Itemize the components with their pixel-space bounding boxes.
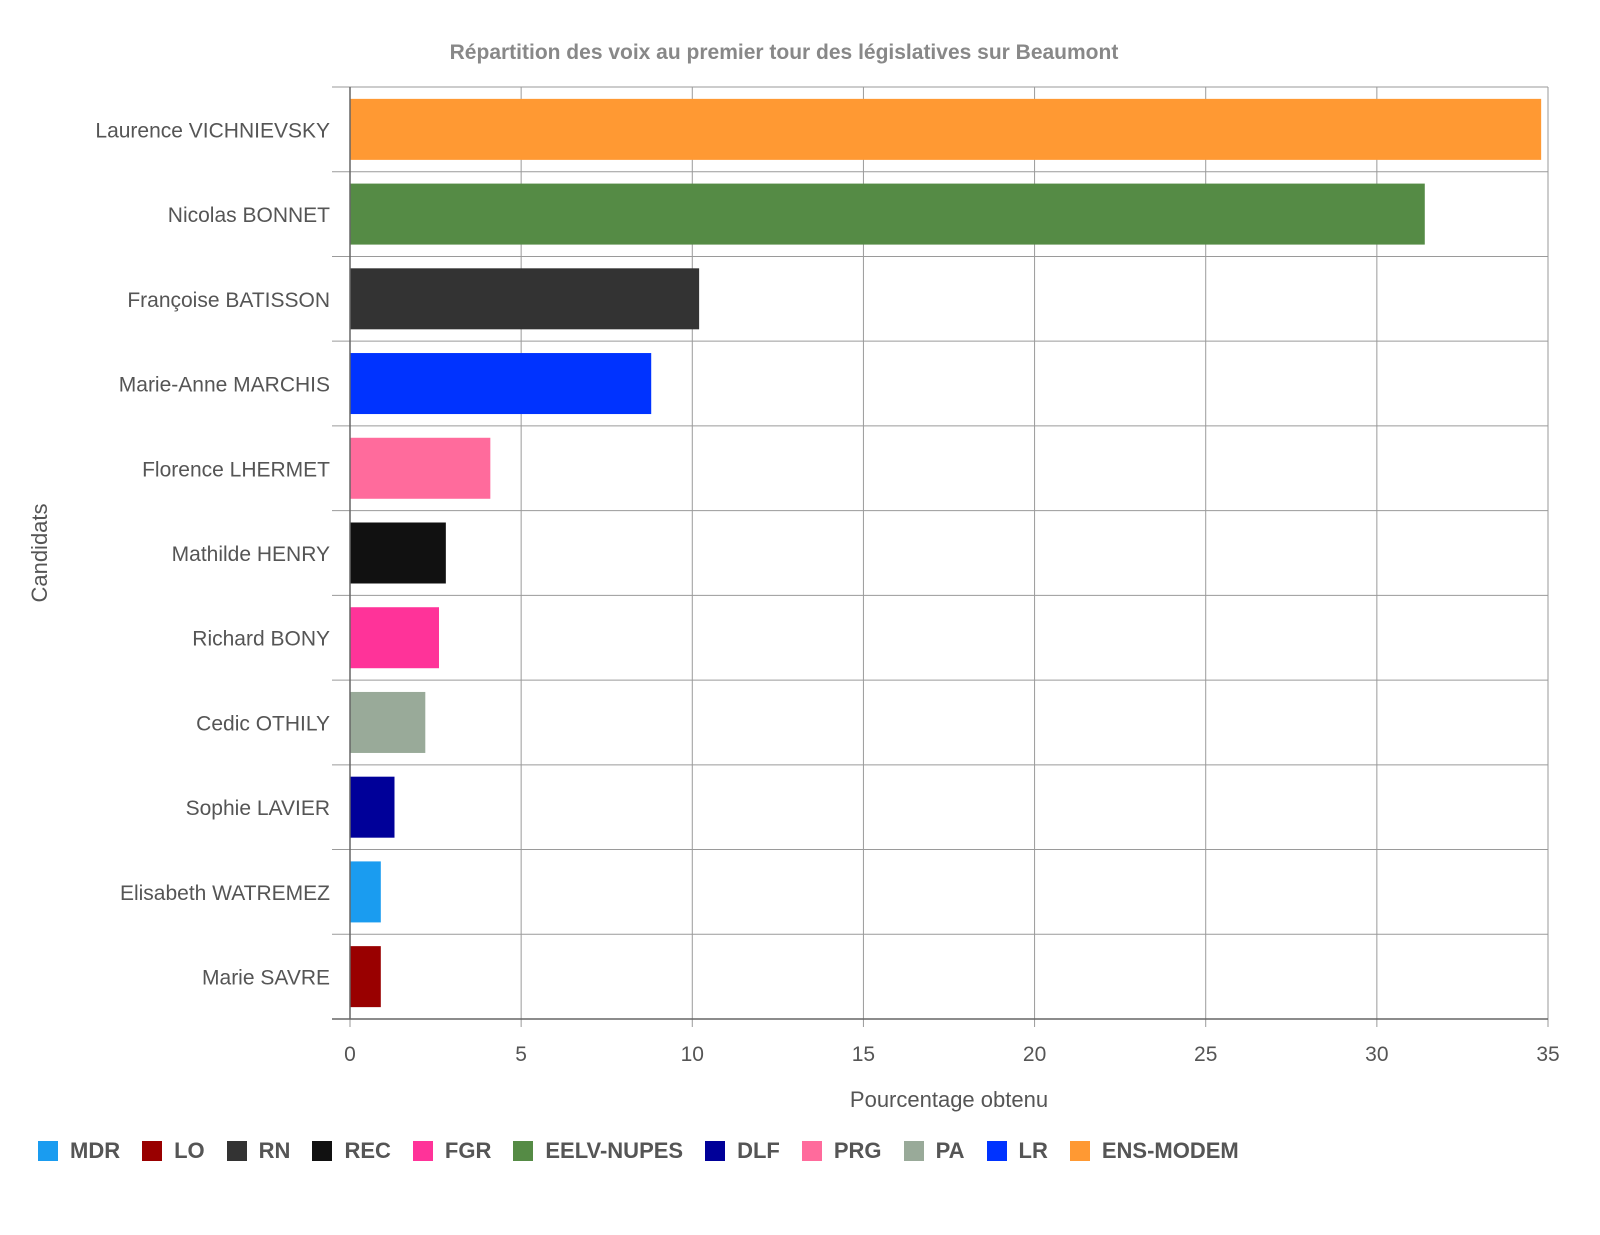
bar bbox=[350, 691, 426, 753]
legend-swatch bbox=[705, 1141, 726, 1161]
legend-item[interactable]: ENS-MODEM bbox=[1069, 1138, 1239, 1164]
legend-item[interactable]: RN bbox=[226, 1138, 291, 1164]
legend-swatch bbox=[226, 1141, 247, 1161]
legend-item[interactable]: REC bbox=[312, 1138, 391, 1164]
bar bbox=[350, 861, 381, 923]
bar bbox=[350, 353, 652, 415]
bar bbox=[350, 183, 1425, 245]
bar bbox=[350, 776, 395, 838]
bar bbox=[350, 437, 491, 499]
legend-label: MDR bbox=[70, 1138, 121, 1163]
legend-label: RN bbox=[258, 1138, 291, 1163]
category-labels: Laurence VICHNIEVSKY Nicolas BONNET Franço… bbox=[95, 119, 330, 989]
legend-swatch bbox=[801, 1141, 822, 1161]
category-label: Nicolas BONNET bbox=[168, 204, 330, 227]
legend-swatch bbox=[142, 1141, 163, 1161]
legend-swatch bbox=[412, 1141, 433, 1161]
legend: MDR LO RN REC FGR EELV-NUPES DLF PRG PA LR ENS-MOD… bbox=[38, 1138, 1261, 1164]
legend-label: LO bbox=[174, 1138, 205, 1163]
bar bbox=[350, 98, 1542, 160]
category-label: Marie-Anne MARCHIS bbox=[119, 374, 330, 397]
category-label: Cedic OTHILY bbox=[196, 712, 330, 735]
x-tick-label: 20 bbox=[1023, 1043, 1046, 1066]
legend-swatch bbox=[38, 1141, 58, 1161]
legend-item[interactable]: LR bbox=[986, 1138, 1048, 1164]
category-label: Florence LHERMET bbox=[142, 458, 330, 481]
x-tick-label: 0 bbox=[344, 1043, 356, 1066]
legend-label: PA bbox=[935, 1138, 965, 1163]
bar bbox=[350, 522, 446, 584]
legend-label: PRG bbox=[833, 1138, 882, 1163]
legend-item[interactable]: PRG bbox=[801, 1138, 882, 1164]
x-tick-label: 10 bbox=[681, 1043, 704, 1066]
y-axis-title: Candidats bbox=[27, 503, 52, 602]
legend-label: REC bbox=[344, 1138, 391, 1163]
x-tick-label: 30 bbox=[1365, 1043, 1388, 1066]
chart-title: Répartition des voix au premier tour des… bbox=[450, 41, 1119, 64]
bar bbox=[350, 946, 381, 1008]
legend-item[interactable]: FGR bbox=[412, 1138, 492, 1164]
legend-swatch bbox=[1069, 1141, 1090, 1161]
category-label: Elisabeth WATREMEZ bbox=[120, 882, 330, 905]
legend-swatch bbox=[513, 1141, 534, 1161]
category-label: Richard BONY bbox=[192, 628, 330, 651]
x-tick-label: 15 bbox=[852, 1043, 875, 1066]
legend-label: ENS-MODEM bbox=[1101, 1138, 1239, 1163]
legend-label: EELV-NUPES bbox=[545, 1138, 684, 1163]
x-tick-label: 25 bbox=[1194, 1043, 1217, 1066]
x-tick-label: 5 bbox=[515, 1043, 527, 1066]
legend-swatch bbox=[986, 1141, 1007, 1161]
legend-swatch bbox=[903, 1141, 924, 1161]
category-label: Sophie LAVIER bbox=[186, 797, 330, 820]
legend-item[interactable]: LO bbox=[142, 1138, 205, 1164]
bar bbox=[350, 607, 439, 669]
bars bbox=[350, 98, 1542, 1008]
x-axis-title: Pourcentage obtenu bbox=[850, 1087, 1048, 1112]
legend-label: DLF bbox=[737, 1138, 780, 1163]
x-tick-label: 35 bbox=[1536, 1043, 1559, 1066]
legend-label: FGR bbox=[444, 1138, 492, 1163]
category-label: Françoise BATISSON bbox=[127, 289, 330, 312]
legend-item[interactable]: PA bbox=[903, 1138, 965, 1164]
legend-swatch bbox=[312, 1141, 333, 1161]
category-label: Marie SAVRE bbox=[202, 967, 330, 990]
legend-label: LR bbox=[1018, 1138, 1048, 1163]
x-tick-labels: 0 5 10 15 20 25 30 35 bbox=[344, 1043, 1560, 1066]
category-label: Laurence VICHNIEVSKY bbox=[95, 119, 330, 142]
axes bbox=[332, 87, 1548, 1020]
legend-item[interactable]: EELV-NUPES bbox=[513, 1138, 683, 1164]
category-label: Mathilde HENRY bbox=[172, 543, 330, 566]
legend-item[interactable]: DLF bbox=[705, 1138, 780, 1164]
bar bbox=[350, 268, 700, 330]
legend-item[interactable]: MDR bbox=[38, 1138, 120, 1164]
